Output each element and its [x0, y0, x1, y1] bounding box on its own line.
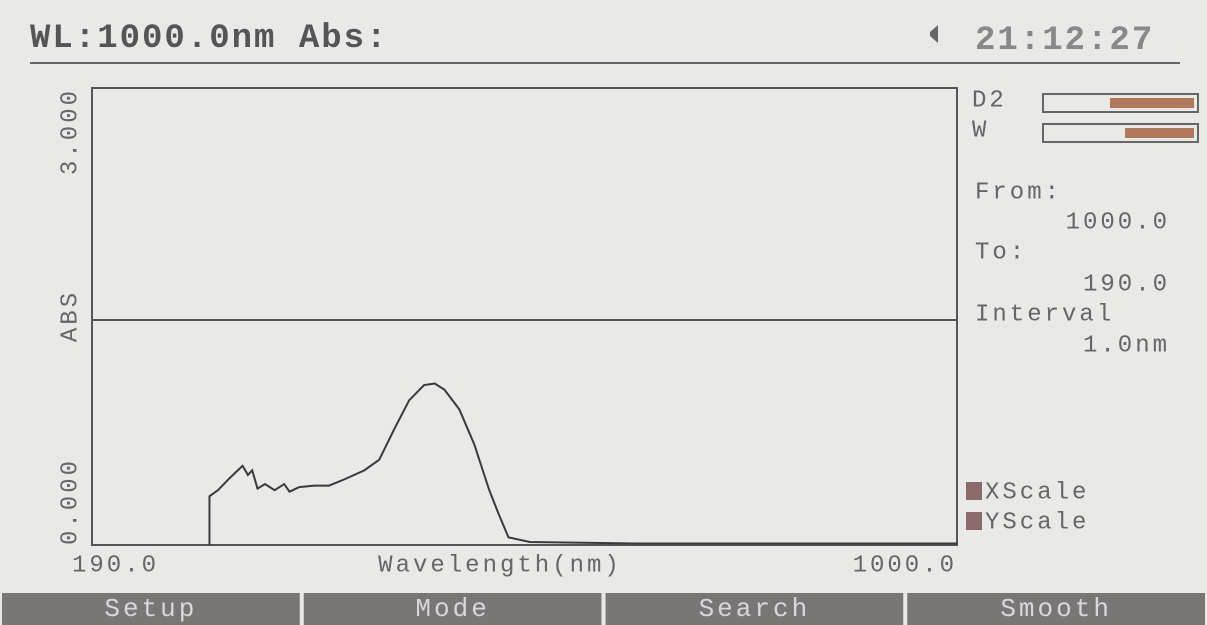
yscale-button[interactable]: YScale — [985, 509, 1089, 536]
menu-button[interactable]: Mode — [415, 594, 489, 624]
clock: 21:12:27 — [975, 22, 1154, 60]
status-text: WL:1000.0nm Abs: — [30, 20, 388, 58]
to-label: To: — [975, 239, 1027, 266]
y-tick-label: 0.000 — [57, 458, 84, 545]
screen: WL:1000.0nm Abs: 21:12:27 ABS Wavelength… — [0, 0, 1207, 625]
from-label: From: — [975, 179, 1062, 206]
menu-button[interactable]: Setup — [104, 594, 197, 624]
interval-label: Interval — [975, 301, 1114, 328]
lamp-label: D2 — [972, 87, 1007, 114]
x-tick-label: 190.0 — [72, 552, 159, 579]
y-axis-label: ABS — [57, 290, 84, 342]
menu-button[interactable]: Smooth — [1000, 594, 1112, 624]
xscale-button[interactable]: XScale — [985, 479, 1089, 506]
to-value: 190.0 — [1083, 271, 1170, 298]
lamp-level — [1125, 128, 1194, 138]
lamp-label: W — [972, 117, 989, 144]
interval-value: 1.0nm — [1083, 332, 1170, 359]
menu-button[interactable]: Search — [699, 594, 811, 624]
x-axis-label: Wavelength(nm) — [378, 552, 622, 579]
lamp-level — [1110, 98, 1194, 108]
y-tick-label: 3.000 — [57, 88, 84, 175]
from-value: 1000.0 — [1066, 209, 1170, 236]
xscale-icon — [966, 482, 982, 500]
yscale-icon — [966, 512, 982, 530]
x-tick-label: 1000.0 — [853, 552, 957, 579]
